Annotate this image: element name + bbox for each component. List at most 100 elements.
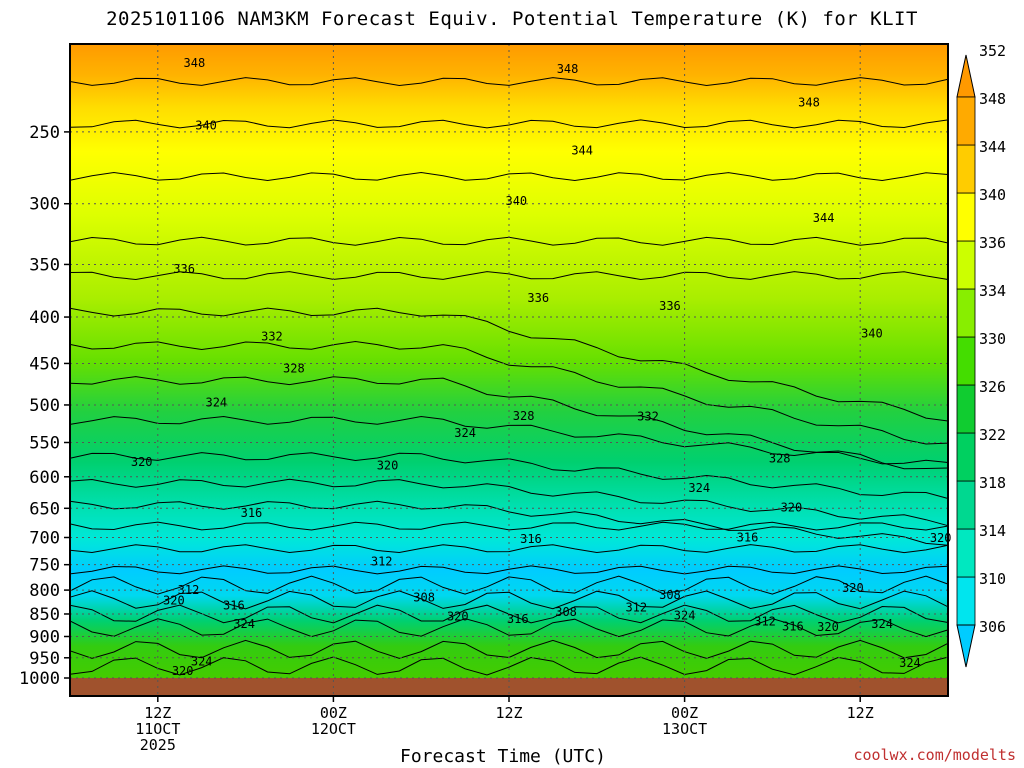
- contour-label: 340: [861, 326, 883, 340]
- contour-label: 316: [507, 612, 529, 626]
- x-tick-label: 12Z: [847, 704, 874, 722]
- plot-area: 348 348 348 340 344 344 340 336 336 336 340 332 328 3…: [19, 43, 952, 754]
- contour-label: 312: [371, 555, 393, 569]
- contour-line: [69, 340, 949, 445]
- contour-line: [69, 171, 949, 182]
- colorbar-label: 344: [979, 138, 1006, 156]
- contour-label: 340: [195, 119, 217, 133]
- colorbar-label: 314: [979, 522, 1006, 540]
- contour-label: 324: [454, 426, 476, 440]
- contour-label: 312: [754, 614, 776, 628]
- y-tick-label: 800: [29, 581, 60, 601]
- contour-label: 308: [555, 605, 577, 619]
- y-tick-label: 650: [29, 499, 60, 519]
- contour-line: [69, 656, 949, 676]
- contour-line: [69, 618, 949, 638]
- contour-label: 328: [513, 409, 535, 423]
- chart-title: 2025101106 NAM3KM Forecast Equiv. Potent…: [106, 8, 918, 30]
- colorbar-swatch: [956, 192, 976, 242]
- contour-label: 320: [131, 455, 153, 469]
- colorbar-label: 306: [979, 618, 1006, 636]
- contour-line: [69, 478, 949, 527]
- contour-label: 336: [659, 299, 681, 313]
- contour-label: 328: [769, 452, 791, 466]
- contour-label: 324: [871, 617, 893, 631]
- contour-label: 336: [173, 262, 195, 276]
- y-tick-label: 400: [29, 308, 60, 328]
- contour-label: 316: [737, 530, 759, 544]
- contour-label: 324: [688, 481, 710, 495]
- colorbar-swatch: [956, 96, 976, 146]
- y-tick-label: 450: [29, 354, 60, 374]
- contour-label: 328: [283, 362, 305, 376]
- y-tick-label: 500: [29, 396, 60, 416]
- y-tick-label: 350: [29, 255, 60, 275]
- contour-label: 348: [557, 62, 579, 76]
- contour-label: 332: [637, 410, 659, 424]
- colorbar-label: 334: [979, 282, 1006, 300]
- contour-label: 320: [447, 609, 469, 623]
- contour-label: 344: [813, 211, 835, 225]
- theta-e-field: [70, 44, 948, 678]
- colorbar-swatch: [956, 480, 976, 530]
- contour-label: 316: [241, 506, 263, 520]
- contour-label: 320: [817, 620, 839, 634]
- colorbar: 306 310 314 318 322 326 330 334 336 340 344 348 352: [956, 42, 1006, 668]
- y-tick-label: 850: [29, 605, 60, 625]
- contour-label: 320: [781, 501, 803, 515]
- contour-line: [69, 119, 949, 129]
- contour-label: 336: [527, 291, 549, 305]
- contour-line: [69, 415, 949, 465]
- contour-label: 320: [377, 458, 399, 472]
- contour-line: [69, 521, 949, 531]
- contour-label: 344: [571, 143, 593, 157]
- contour-label: 324: [674, 608, 696, 622]
- y-tick-label: 750: [29, 556, 60, 576]
- contour-label: 320: [842, 581, 864, 595]
- contour-label: 316: [223, 599, 245, 613]
- colorbar-label: 340: [979, 186, 1006, 204]
- colorbar-swatch: [956, 384, 976, 434]
- contour-label: 316: [520, 532, 542, 546]
- y-tick-label: 900: [29, 627, 60, 647]
- x-tick-label: 00Z: [320, 704, 347, 722]
- contour-line: [69, 575, 949, 595]
- y-tick-label: 250: [29, 123, 60, 143]
- contour-label: 324: [191, 655, 213, 669]
- contour-label: 324: [205, 396, 227, 410]
- colorbar-label: 326: [979, 378, 1006, 396]
- colorbar-bottom-arrow: [956, 624, 976, 668]
- colorbar-label: 330: [979, 330, 1006, 348]
- contour-label: 324: [233, 617, 255, 631]
- x-tick-label: 11OCT: [135, 720, 180, 738]
- colorbar-swatch: [956, 576, 976, 626]
- colorbar-swatch: [956, 288, 976, 338]
- contour-label: 308: [413, 590, 435, 604]
- contour-label: 312: [625, 600, 647, 614]
- contour-label: 332: [261, 329, 283, 343]
- colorbar-swatch: [956, 336, 976, 386]
- x-axis-label: Forecast Time (UTC): [400, 746, 606, 767]
- contour-label: 320: [163, 593, 185, 607]
- colorbar-label: 318: [979, 474, 1006, 492]
- x-tick-label: 00Z: [671, 704, 698, 722]
- credit-link[interactable]: coolwx.com/modelts: [853, 746, 1016, 764]
- colorbar-swatch: [956, 432, 976, 482]
- contour-line: [69, 565, 949, 575]
- contour-line: [69, 590, 949, 610]
- contour-line: [69, 307, 949, 422]
- contour-label: 316: [782, 620, 804, 634]
- colorbar-label: 352: [979, 42, 1006, 60]
- y-tick-label: 1000: [19, 669, 60, 689]
- colorbar-swatch: [956, 240, 976, 290]
- colorbar-label: 310: [979, 570, 1006, 588]
- colorbar-label: 336: [979, 234, 1006, 252]
- colorbar-top-arrow: [956, 54, 976, 98]
- x-tick-label: 12OCT: [311, 720, 356, 738]
- y-tick-label: 700: [29, 528, 60, 548]
- contour-label: 320: [172, 664, 194, 678]
- y-tick-label: 950: [29, 649, 60, 669]
- colorbar-swatch: [956, 144, 976, 194]
- contour-line: [69, 544, 949, 554]
